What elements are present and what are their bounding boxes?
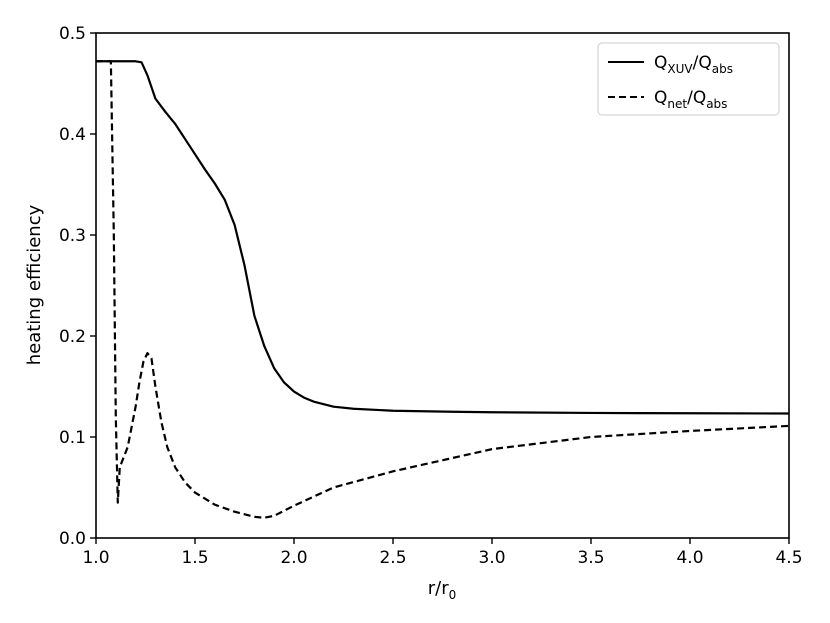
x-tick-label: 3.0 <box>478 548 505 568</box>
x-axis-ticks: 1.0 1.5 2.0 2.5 3.0 3.5 4.0 4.5 <box>82 538 803 568</box>
x-tick-label: 3.5 <box>577 548 604 568</box>
series-layer <box>96 60 790 519</box>
legend-entry-qnet: Qnet/Qabs <box>654 88 727 111</box>
y-tick-label: 0.3 <box>59 226 86 246</box>
y-axis-ticks: 0.0 0.1 0.2 0.3 0.4 0.5 <box>59 24 96 549</box>
x-tick-label: 2.5 <box>379 548 406 568</box>
y-tick-label: 0.4 <box>59 125 86 145</box>
x-tick-label: 2.0 <box>280 548 307 568</box>
x-tick-label: 1.0 <box>82 548 109 568</box>
y-tick-label: 0.1 <box>59 428 86 448</box>
plot-frame <box>95 32 790 539</box>
y-tick-label: 0.2 <box>59 327 86 347</box>
x-tick-label: 1.5 <box>181 548 208 568</box>
series-line-qxuv <box>96 60 790 415</box>
series-line-qnet <box>96 60 790 519</box>
x-tick-label: 4.5 <box>775 548 802 568</box>
y-tick-label: 0.5 <box>59 24 86 44</box>
x-tick-label: 4.0 <box>676 548 703 568</box>
plot-area: 1.0 1.5 2.0 2.5 3.0 3.5 4.0 4.5 0.0 0.1 0.2 0.3 0.4… <box>59 24 803 568</box>
legend-entry-qxuv: QXUV/Qabs <box>654 53 733 76</box>
y-tick-label: 0.0 <box>59 529 86 549</box>
x-axis-label: r/r0 <box>428 578 457 602</box>
y-axis-label: heating efficiency <box>24 204 45 365</box>
legend: QXUV/Qabs Qnet/Qabs <box>597 42 780 116</box>
